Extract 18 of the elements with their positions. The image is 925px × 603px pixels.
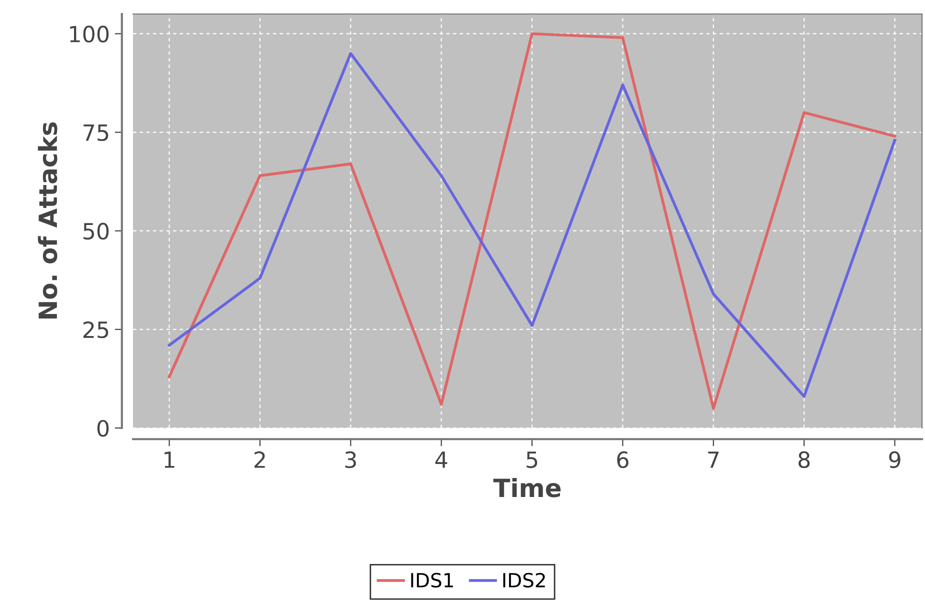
y-tick-label: 100 — [70, 26, 109, 42]
x-tick-label: 4 — [435, 452, 448, 468]
x-tick-label: 9 — [889, 451, 900, 468]
y-tick-label: 0 — [97, 420, 109, 437]
x-axis-title: Time — [493, 478, 561, 498]
x-tick-label: 7 — [708, 452, 719, 468]
legend-label: IDS1 — [411, 572, 453, 588]
x-tick-label: 1 — [164, 452, 174, 468]
y-tick-label: 50 — [84, 222, 109, 240]
x-tick-label: 6 — [617, 451, 628, 468]
y-tick-label: 75 — [84, 124, 108, 142]
y-tick-label: 25 — [83, 321, 108, 338]
x-tick-label: 8 — [798, 451, 810, 468]
y-axis-title: No. of Attacks — [38, 122, 58, 318]
x-tick-label: 2 — [254, 451, 265, 468]
x-tick-label: 5 — [526, 452, 538, 468]
x-tick-label: 3 — [345, 451, 356, 468]
legend-label: IDS2 — [503, 572, 545, 588]
